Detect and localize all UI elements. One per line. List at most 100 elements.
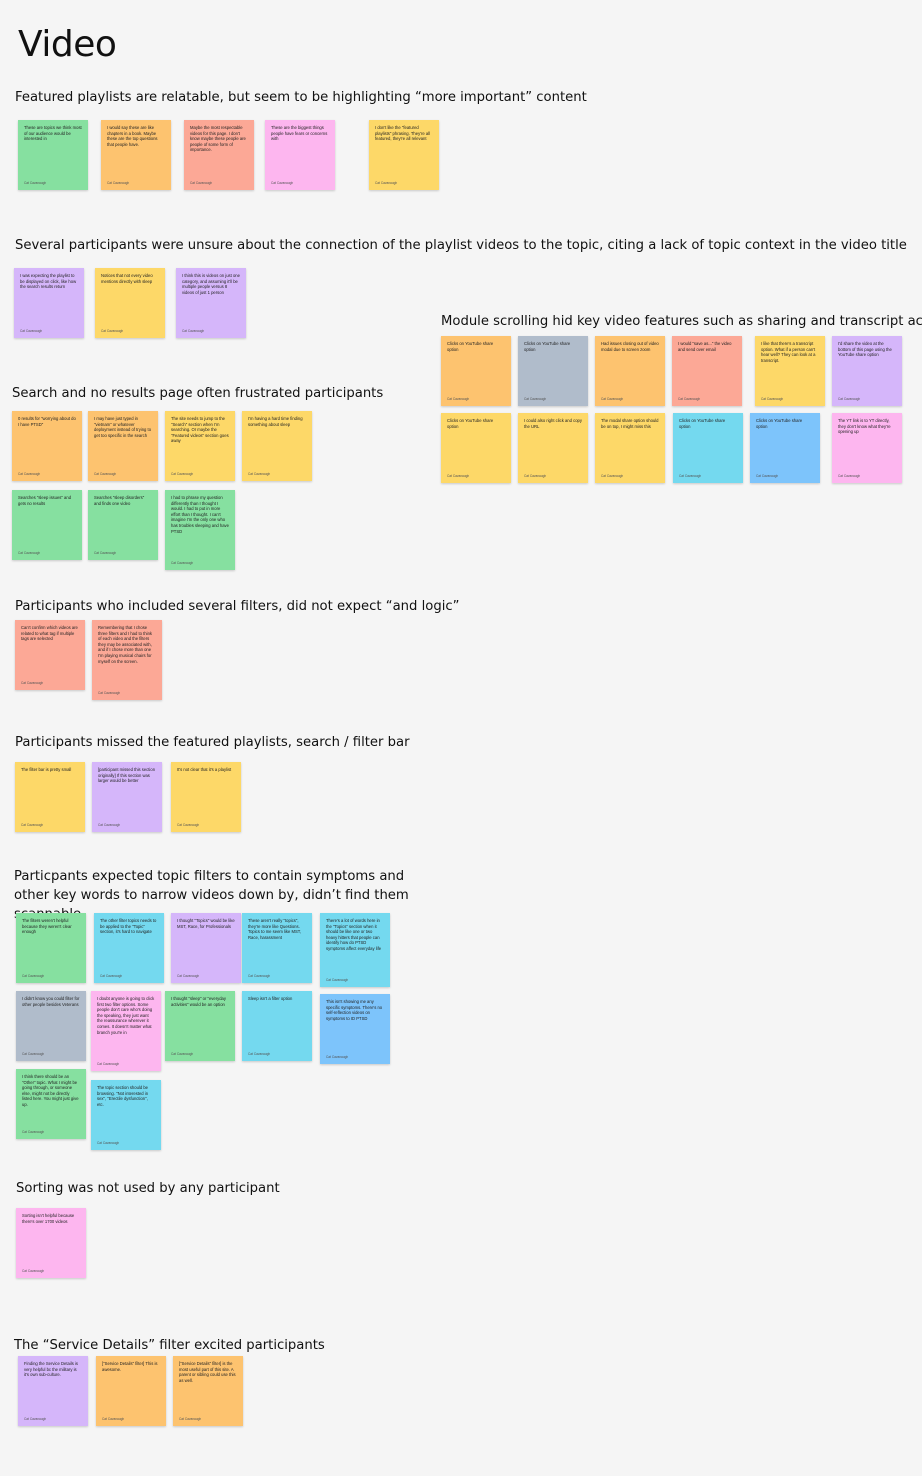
note-text: The filter bar is pretty small xyxy=(21,767,72,772)
note-author: Cat Cavanaugh xyxy=(107,181,130,185)
sticky-note[interactable]: I would "save as..." the video and send … xyxy=(672,336,742,406)
note-text: Sorting isn't helpful because there's ov… xyxy=(22,1213,75,1224)
note-author: Cat Cavanaugh xyxy=(248,1052,271,1056)
note-text: Searches "sleep disorders" and finds one… xyxy=(94,495,145,506)
note-author: Cat Cavanaugh xyxy=(21,681,44,685)
note-author: Cat Cavanaugh xyxy=(182,329,205,333)
sticky-note[interactable]: [participant missed this section origina… xyxy=(92,762,162,832)
note-text: I may have just typed in "vietnam" or wh… xyxy=(94,416,152,438)
note-text: It's not clear that it's a playlist xyxy=(177,767,232,772)
sticky-note[interactable]: The site needs to jump to the "Search" s… xyxy=(165,411,235,481)
sticky-note[interactable]: I didn't know you could filter for other… xyxy=(16,991,86,1061)
sticky-note[interactable]: These are topics we think most of our au… xyxy=(18,120,88,190)
sticky-note[interactable]: I could also right click and copy the UR… xyxy=(518,413,588,483)
note-author: Cat Cavanaugh xyxy=(98,823,121,827)
note-text: I would "save as..." the video and send … xyxy=(678,341,732,352)
note-text: The modal share option should be on top,… xyxy=(601,418,659,429)
note-author: Cat Cavanaugh xyxy=(171,472,194,476)
note-text: The YT link is to YT directly, they don'… xyxy=(838,418,891,435)
note-author: Cat Cavanaugh xyxy=(761,397,784,401)
sticky-note[interactable]: Searches "sleep issues" and gets no resu… xyxy=(12,490,82,560)
note-author: Cat Cavanaugh xyxy=(94,551,117,555)
sticky-note[interactable]: I may have just typed in "vietnam" or wh… xyxy=(88,411,158,481)
sticky-note[interactable]: Remembering that I chose three filters a… xyxy=(92,620,162,700)
sticky-note[interactable]: ["Service Details" filter] This is aweso… xyxy=(96,1356,166,1426)
sticky-note[interactable]: I like that there's a transcript option.… xyxy=(755,336,825,406)
sticky-note[interactable]: These are the biggest things people have… xyxy=(265,120,335,190)
sticky-note[interactable]: I was expecting the playlist to be displ… xyxy=(14,268,84,338)
note-author: Cat Cavanaugh xyxy=(22,1052,45,1056)
sticky-note[interactable]: Finding the Service Details is very help… xyxy=(18,1356,88,1426)
note-text: 0 results for "worrying about do I have … xyxy=(18,416,76,427)
note-text: I don't like the "featured playlists" ph… xyxy=(375,125,431,142)
cluster-heading: Several participants were unsure about t… xyxy=(15,238,907,253)
note-text: I doubt anyone is going to click first t… xyxy=(97,996,155,1035)
note-author: Cat Cavanaugh xyxy=(100,974,123,978)
sticky-note[interactable]: The other filter topics needs to be appl… xyxy=(94,913,164,983)
sticky-note[interactable]: The YT link is to YT directly, they don'… xyxy=(832,413,902,483)
note-author: Cat Cavanaugh xyxy=(524,474,547,478)
note-text: Clicks on YouTube share option xyxy=(756,418,803,429)
note-author: Cat Cavanaugh xyxy=(177,823,200,827)
note-text: Had issues closing out of video modal du… xyxy=(601,341,659,352)
sticky-note[interactable]: Clicks on YouTube share option Cat Cavana… xyxy=(441,413,511,483)
sticky-note[interactable]: Maybe the most respectable videos for th… xyxy=(184,120,254,190)
sticky-note[interactable]: The filter bar is pretty small Cat Cavana… xyxy=(15,762,85,832)
note-author: Cat Cavanaugh xyxy=(22,1269,45,1273)
note-text: I didn't know you could filter for other… xyxy=(22,996,80,1007)
sticky-note[interactable]: I doubt anyone is going to click first t… xyxy=(91,991,161,1071)
sticky-note[interactable]: Searches "sleep disorders" and finds one… xyxy=(88,490,158,560)
sticky-note[interactable]: I thought "Topics" would be like MST, Ra… xyxy=(171,913,241,983)
note-text: Clicks on YouTube share option xyxy=(524,341,571,352)
sticky-note[interactable]: I had to phrase my question differently … xyxy=(165,490,235,570)
sticky-note[interactable]: Sleep isn't a filter option Cat Cavanaugh xyxy=(242,991,312,1061)
sticky-note[interactable]: The filters weren't helpful because they… xyxy=(16,913,86,983)
sticky-note[interactable]: 0 results for "worrying about do I have … xyxy=(12,411,82,481)
sticky-note[interactable]: This isn't showing me any specific sympt… xyxy=(320,994,390,1064)
sticky-note[interactable]: I would say these are like chapters in a… xyxy=(101,120,171,190)
sticky-note[interactable]: Sorting isn't helpful because there's ov… xyxy=(16,1208,86,1278)
sticky-note[interactable]: I don't like the "featured playlists" ph… xyxy=(369,120,439,190)
note-text: I think there should be an "Other" topic… xyxy=(22,1074,79,1107)
sticky-note[interactable]: I'd share the video at the bottom of thi… xyxy=(832,336,902,406)
sticky-note[interactable]: I'm having a hard time finding something… xyxy=(242,411,312,481)
note-author: Cat Cavanaugh xyxy=(24,181,47,185)
note-text: I could also right click and copy the UR… xyxy=(524,418,582,429)
note-text: These aren't really "topics", they're mo… xyxy=(248,918,302,940)
sticky-note[interactable]: I think there should be an "Other" topic… xyxy=(16,1069,86,1139)
sticky-note[interactable]: Clicks on YouTube share option Cat Cavana… xyxy=(441,336,511,406)
note-text: The site needs to jump to the "Search" s… xyxy=(171,416,229,444)
sticky-note[interactable]: Clicks on YouTube share option Cat Cavana… xyxy=(673,413,743,483)
note-text: I'd share the video at the bottom of thi… xyxy=(838,341,892,358)
note-text: Clicks on YouTube share option xyxy=(447,341,494,352)
sticky-note[interactable]: Had issues closing out of video modal du… xyxy=(595,336,665,406)
sticky-note[interactable]: I think this is videos on just one categ… xyxy=(176,268,246,338)
note-author: Cat Cavanaugh xyxy=(18,551,41,555)
note-text: Sleep isn't a filter option xyxy=(248,996,293,1001)
note-author: Cat Cavanaugh xyxy=(838,474,861,478)
note-author: Cat Cavanaugh xyxy=(326,978,349,982)
note-author: Cat Cavanaugh xyxy=(98,691,121,695)
sticky-note[interactable]: The modal share option should be on top,… xyxy=(595,413,665,483)
note-text: Remembering that I chose three filters a… xyxy=(98,625,153,664)
sticky-note[interactable]: Clicks on YouTube share option Cat Cavana… xyxy=(750,413,820,483)
sticky-note[interactable]: It's not clear that it's a playlist Cat C… xyxy=(171,762,241,832)
sticky-note[interactable]: The topic section should be browsing. "N… xyxy=(91,1080,161,1150)
sticky-note[interactable]: These aren't really "topics", they're mo… xyxy=(242,913,312,983)
note-author: Cat Cavanaugh xyxy=(20,329,43,333)
sticky-note[interactable]: Clicks on YouTube share option Cat Cavana… xyxy=(518,336,588,406)
note-author: Cat Cavanaugh xyxy=(94,472,117,476)
note-author: Cat Cavanaugh xyxy=(177,974,200,978)
sticky-note[interactable]: There's a lot of words here in the "Topi… xyxy=(320,913,390,987)
sticky-note[interactable]: Notices that not every video mentions di… xyxy=(95,268,165,338)
note-text: These are topics we think most of our au… xyxy=(24,125,82,142)
note-text: Finding the Service Details is very help… xyxy=(24,1361,78,1378)
note-author: Cat Cavanaugh xyxy=(756,474,779,478)
note-text: I think this is videos on just one categ… xyxy=(182,273,240,295)
note-author: Cat Cavanaugh xyxy=(190,181,213,185)
sticky-note[interactable]: ["Service Details" filter] is the most u… xyxy=(173,1356,243,1426)
note-text: [participant missed this section origina… xyxy=(98,767,156,784)
note-author: Cat Cavanaugh xyxy=(678,397,701,401)
sticky-note[interactable]: Can't confirm which videos are related t… xyxy=(15,620,85,690)
sticky-note[interactable]: I thought "sleep" or "everyday activitie… xyxy=(165,991,235,1061)
